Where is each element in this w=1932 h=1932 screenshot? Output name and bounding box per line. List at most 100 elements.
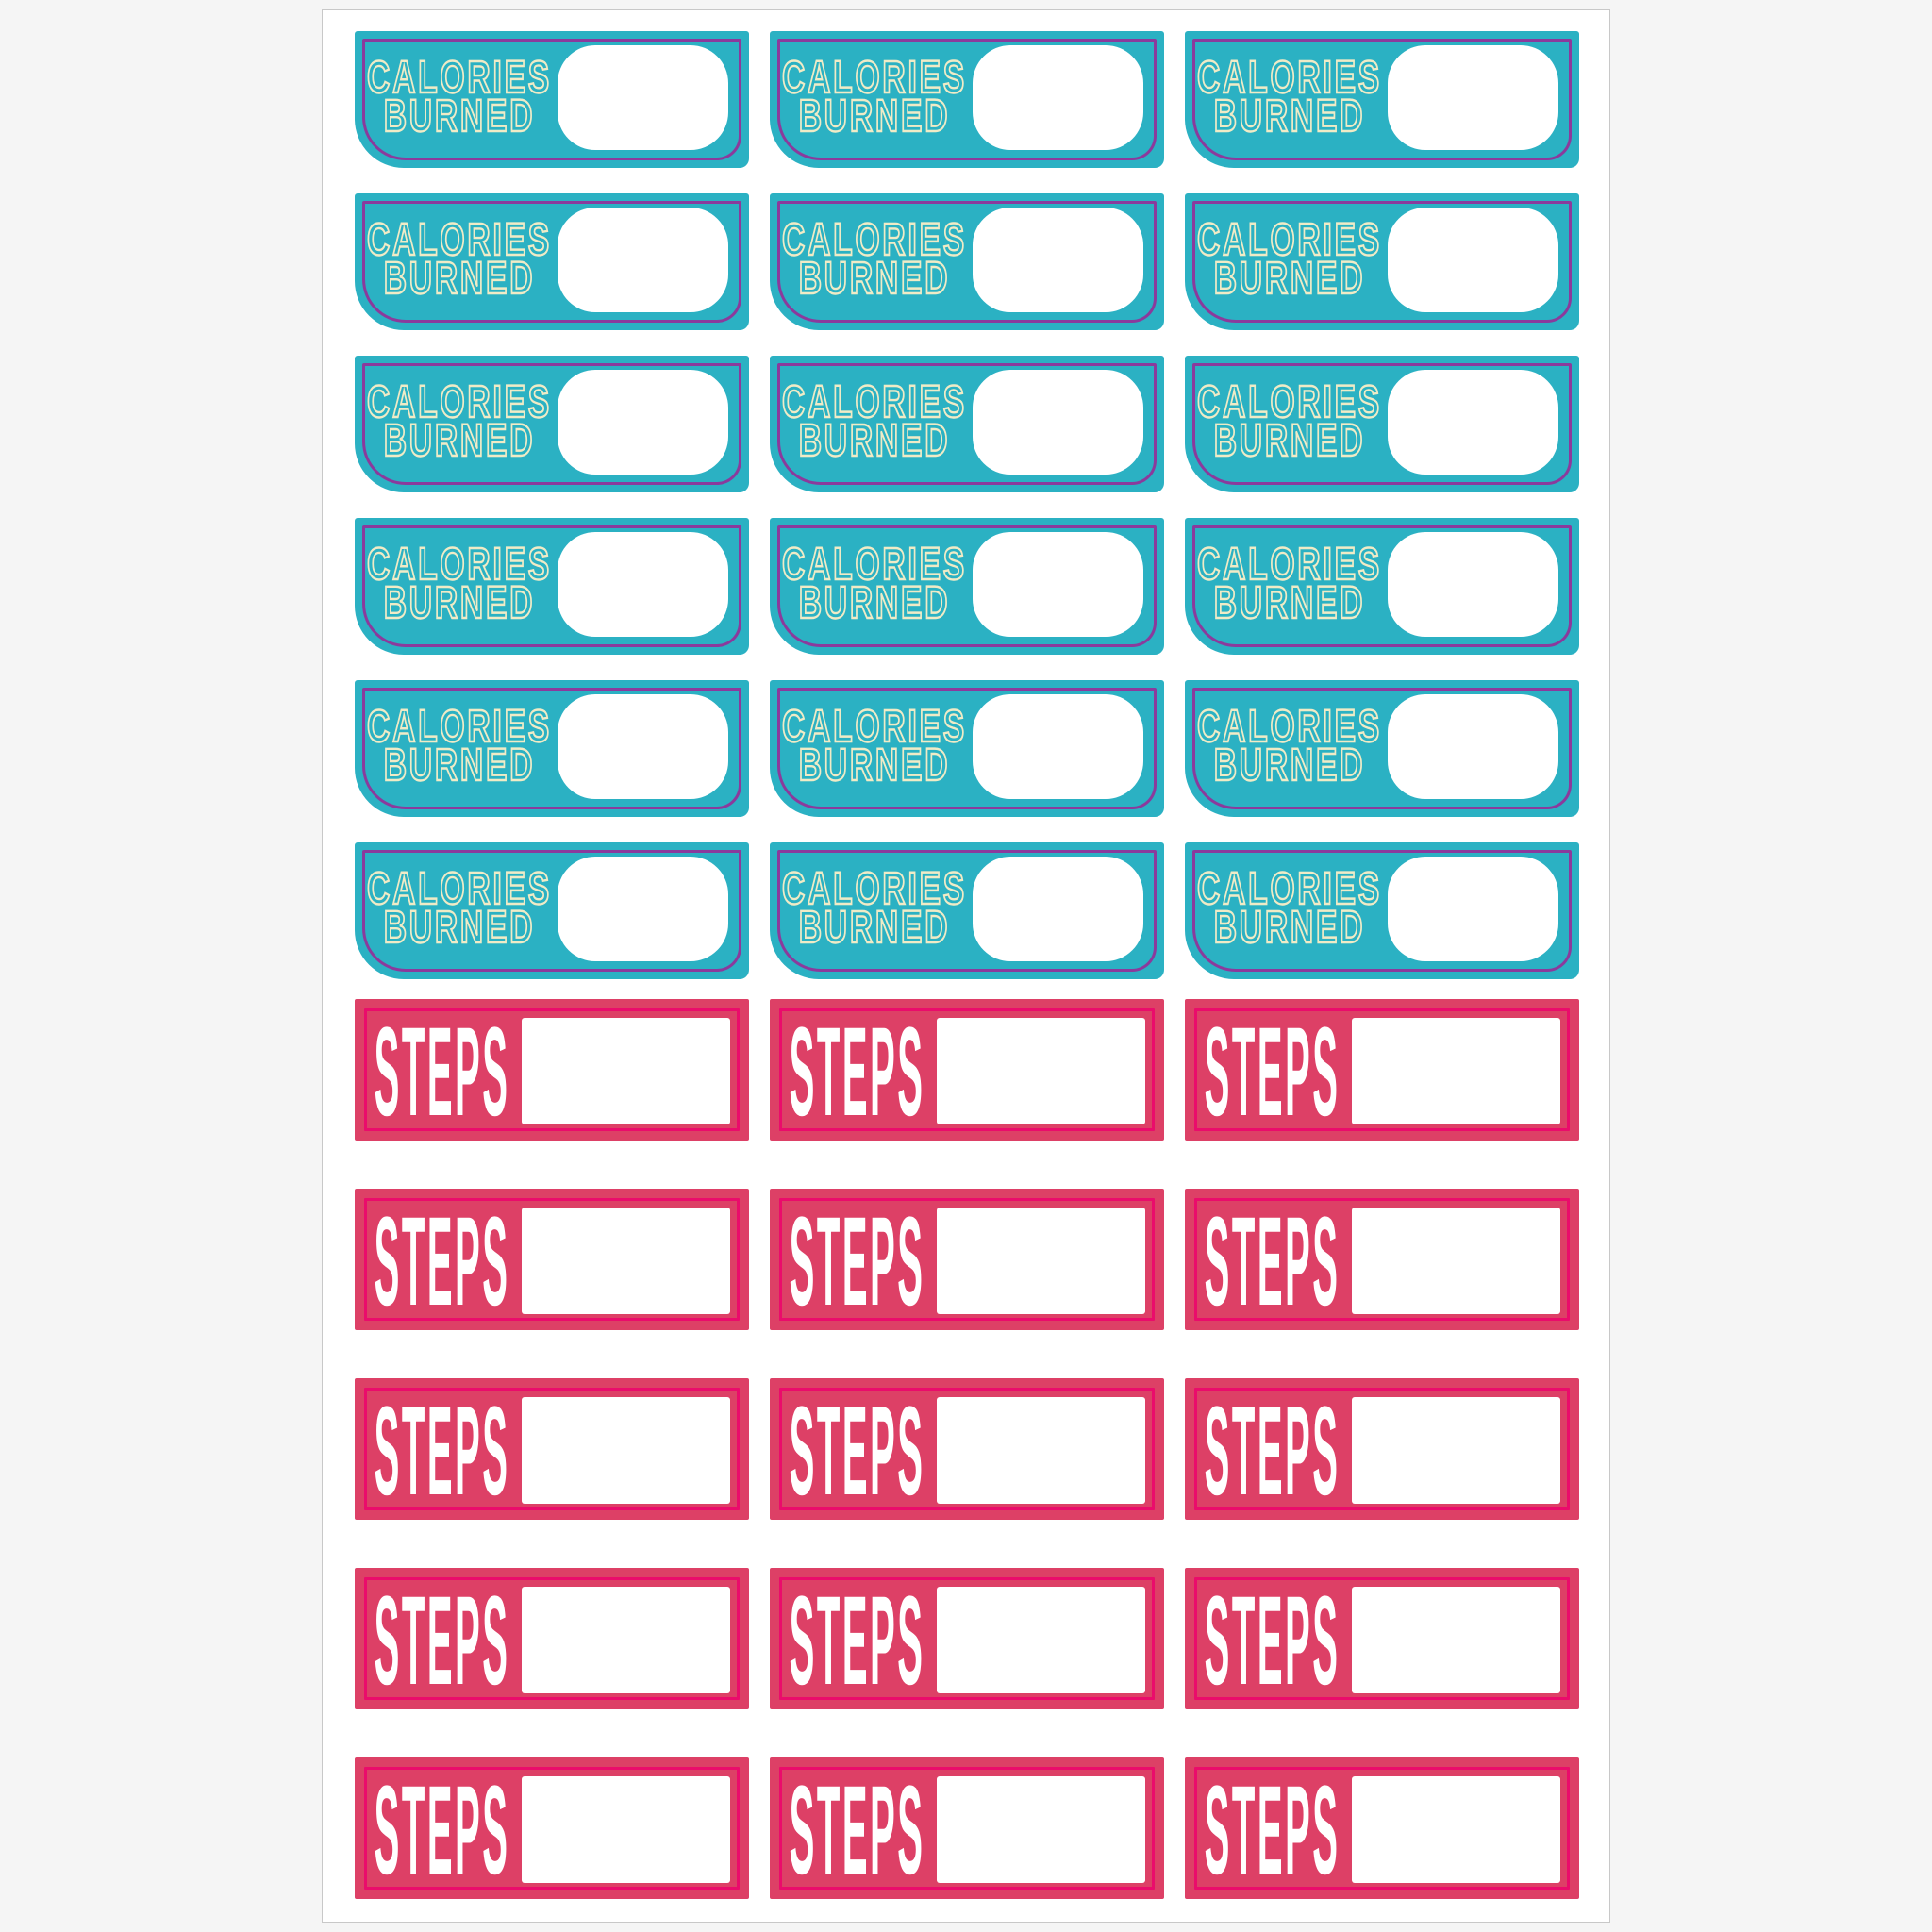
steps-sticker: STEPS [770, 1189, 1164, 1332]
steps-label: STEPS [789, 1191, 925, 1332]
sticker-inner-border [362, 201, 741, 323]
calories-burned-label-line2: BURNED [798, 253, 951, 304]
sticker-inner-border [1192, 363, 1572, 485]
calories-burned-label: CALORIES BURNED [1196, 515, 1380, 652]
sticker-inner-border [1192, 39, 1572, 160]
calories-burned-label-line2: BURNED [1213, 91, 1366, 142]
calories-burned-label-line2: BURNED [383, 91, 536, 142]
calories-burned-label-line2: BURNED [798, 415, 951, 466]
sticker-inner-border [362, 525, 741, 647]
calories-burned-sticker: CALORIES BURNED [770, 842, 1164, 979]
calories-burned-label: CALORIES BURNED [781, 677, 965, 814]
steps-label: STEPS [374, 1191, 510, 1332]
steps-sticker: STEPS [355, 999, 749, 1142]
sticker-inner-border [1192, 688, 1572, 809]
calories-burned-sticker: CALORIES BURNED [355, 356, 749, 492]
write-in-area [558, 45, 728, 150]
write-in-area [558, 208, 728, 312]
steps-label: STEPS [789, 1380, 925, 1522]
write-in-area [1388, 208, 1558, 312]
write-in-area [1352, 1776, 1560, 1883]
sticker-sheet-page: CALORIES BURNED CALORIES BURNED CALORIES… [322, 9, 1610, 1923]
calories-burned-label-line1: CALORIES [1196, 214, 1383, 265]
write-in-area [558, 694, 728, 799]
steps-sticker: STEPS [770, 999, 1164, 1142]
calories-burned-label-line1: CALORIES [366, 863, 553, 914]
steps-sticker: STEPS [1185, 1378, 1579, 1522]
write-in-area [973, 694, 1143, 799]
sticker-inner-border [779, 1198, 1155, 1321]
steps-sticker: STEPS [1185, 1189, 1579, 1332]
write-in-area [973, 857, 1143, 961]
calories-burned-label-line2: BURNED [383, 577, 536, 628]
write-in-area [558, 370, 728, 475]
steps-sticker: STEPS [1185, 999, 1579, 1142]
sticker-inner-border [779, 1388, 1155, 1510]
steps-sticker: STEPS [355, 1568, 749, 1711]
calories-burned-label: CALORIES BURNED [1196, 191, 1380, 327]
write-in-area [937, 1397, 1145, 1504]
calories-burned-label-line2: BURNED [383, 415, 536, 466]
write-in-area [937, 1776, 1145, 1883]
calories-burned-label-line1: CALORIES [781, 701, 968, 752]
steps-label: STEPS [1204, 1759, 1341, 1901]
calories-burned-label: CALORIES BURNED [366, 515, 550, 652]
sticker-inner-border [777, 39, 1157, 160]
sticker-inner-border [364, 1198, 740, 1321]
steps-sticker: STEPS [770, 1757, 1164, 1901]
write-in-area [522, 1776, 730, 1883]
steps-label: STEPS [1204, 1191, 1341, 1332]
calories-burned-sticker: CALORIES BURNED [770, 680, 1164, 817]
write-in-area [973, 208, 1143, 312]
write-in-area [1388, 694, 1558, 799]
write-in-area [937, 1208, 1145, 1314]
sticker-inner-border [779, 1577, 1155, 1700]
steps-label: STEPS [789, 1570, 925, 1711]
sticker-inner-border [1192, 201, 1572, 323]
write-in-area [937, 1587, 1145, 1693]
sticker-inner-border [1192, 525, 1572, 647]
write-in-area [1388, 45, 1558, 150]
steps-sticker: STEPS [355, 1757, 749, 1901]
steps-label: STEPS [789, 1001, 925, 1142]
calories-burned-label-line2: BURNED [383, 740, 536, 791]
calories-burned-label-line1: CALORIES [366, 701, 553, 752]
calories-burned-sticker: CALORIES BURNED [1185, 356, 1579, 492]
sticker-inner-border [1194, 1577, 1570, 1700]
calories-burned-label-line2: BURNED [1213, 253, 1366, 304]
write-in-area [558, 532, 728, 637]
calories-burned-label-line1: CALORIES [781, 863, 968, 914]
calories-burned-label: CALORIES BURNED [366, 191, 550, 327]
calories-burned-label-line2: BURNED [383, 253, 536, 304]
calories-burned-label-line2: BURNED [1213, 740, 1366, 791]
steps-sticker: STEPS [770, 1568, 1164, 1711]
steps-label: STEPS [374, 1759, 510, 1901]
calories-burned-label: CALORIES BURNED [1196, 353, 1380, 490]
calories-burned-label: CALORIES BURNED [366, 677, 550, 814]
sticker-inner-border [362, 39, 741, 160]
calories-burned-label-line2: BURNED [1213, 577, 1366, 628]
steps-label: STEPS [374, 1570, 510, 1711]
write-in-area [1388, 857, 1558, 961]
sticker-inner-border [1194, 1198, 1570, 1321]
sticker-inner-border [364, 1388, 740, 1510]
steps-label: STEPS [374, 1001, 510, 1142]
steps-label: STEPS [1204, 1380, 1341, 1522]
write-in-area [1388, 370, 1558, 475]
calories-burned-sticker: CALORIES BURNED [770, 356, 1164, 492]
write-in-area [973, 45, 1143, 150]
write-in-area [522, 1018, 730, 1124]
calories-burned-sticker: CALORIES BURNED [1185, 680, 1579, 817]
write-in-area [558, 857, 728, 961]
calories-burned-sticker: CALORIES BURNED [770, 193, 1164, 330]
calories-burned-label-line1: CALORIES [781, 214, 968, 265]
sticker-inner-border [1192, 850, 1572, 972]
calories-burned-label: CALORIES BURNED [1196, 840, 1380, 976]
calories-burned-sticker: CALORIES BURNED [355, 193, 749, 330]
sticker-inner-border [777, 688, 1157, 809]
calories-burned-label-line1: CALORIES [1196, 539, 1383, 590]
steps-sticker: STEPS [1185, 1757, 1579, 1901]
calories-burned-label-line1: CALORIES [781, 539, 968, 590]
calories-burned-label-line1: CALORIES [366, 539, 553, 590]
calories-burned-label-line2: BURNED [798, 91, 951, 142]
